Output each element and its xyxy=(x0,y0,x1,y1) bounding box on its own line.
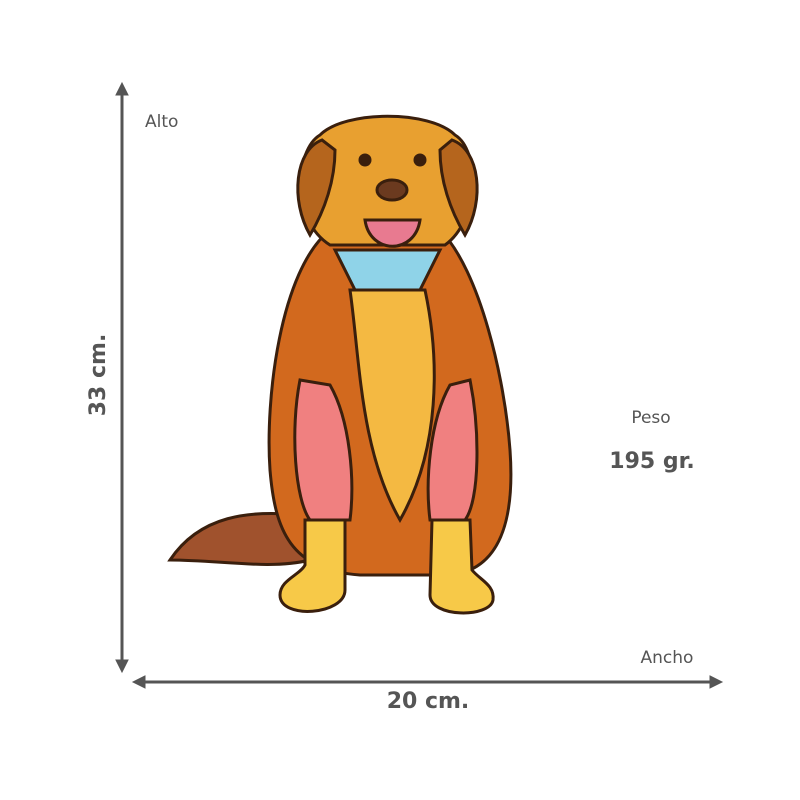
weight-label: Peso xyxy=(631,408,670,428)
right-paw xyxy=(428,518,495,615)
arrow-head xyxy=(709,675,724,689)
tail xyxy=(167,512,312,566)
dog-puzzle-illustration xyxy=(167,114,513,615)
mouth xyxy=(363,218,422,248)
right-ear xyxy=(438,138,479,238)
arrow-head xyxy=(115,659,129,674)
dimension-arrows xyxy=(115,81,724,689)
left-paw xyxy=(278,518,347,613)
height-label: Alto xyxy=(145,112,178,132)
width-label: Ancho xyxy=(641,648,694,668)
chest xyxy=(348,288,436,524)
weight-value: 195 gr. xyxy=(609,449,694,474)
left-eye xyxy=(358,153,372,167)
arrow-head xyxy=(115,81,129,96)
arrow-head xyxy=(131,675,146,689)
right-eye xyxy=(413,153,427,167)
height-value: 33 cm. xyxy=(86,334,111,417)
nose xyxy=(375,178,409,202)
left-ear xyxy=(296,138,337,238)
width-value: 20 cm. xyxy=(387,689,470,714)
